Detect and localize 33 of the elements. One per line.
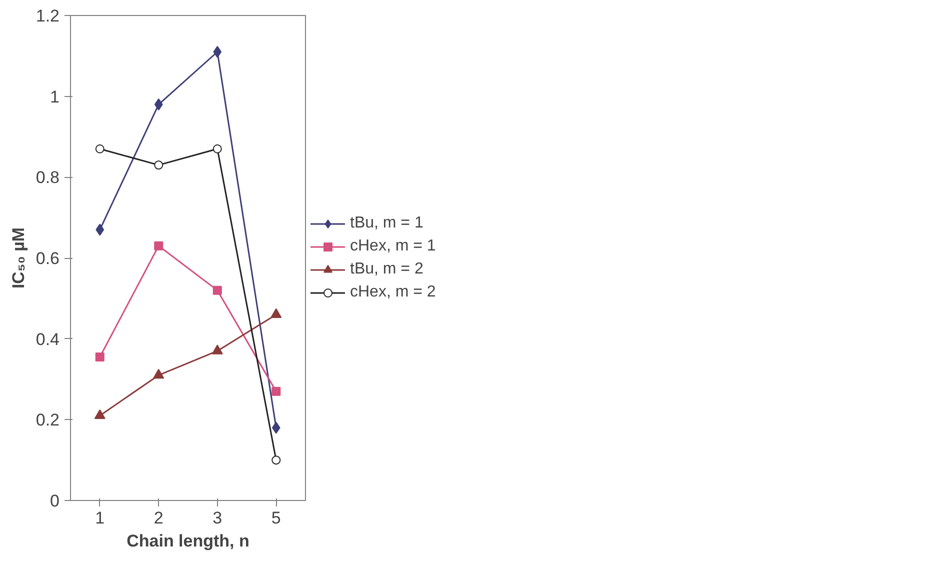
y-tick-label: 1.2 xyxy=(36,6,60,26)
point xyxy=(212,144,222,154)
point xyxy=(272,456,281,465)
point xyxy=(96,224,104,236)
point xyxy=(153,368,164,379)
x-tick-label: 2 xyxy=(154,508,164,528)
y-tick-label: 0.4 xyxy=(36,330,60,349)
point xyxy=(270,308,282,318)
legend-label: tBu, m = 2 xyxy=(350,260,424,278)
point xyxy=(94,409,106,420)
legend-label: cHex, m = 1 xyxy=(350,237,437,255)
point xyxy=(213,46,222,58)
x-tick-label: 3 xyxy=(212,508,222,528)
point xyxy=(95,144,104,154)
y-tick-label: 0.8 xyxy=(36,168,60,188)
y-tick-label: 0.2 xyxy=(36,410,60,430)
y-tick-label: 0.6 xyxy=(36,249,60,268)
legend-label: cHex, m = 2 xyxy=(350,283,437,301)
point xyxy=(95,352,104,362)
point xyxy=(212,286,222,295)
y-tick-label: 0 xyxy=(50,492,60,510)
point xyxy=(212,344,223,354)
x-tick-label: 5 xyxy=(271,508,281,528)
point xyxy=(272,386,281,396)
legend-label: tBu, m = 1 xyxy=(350,214,424,232)
point xyxy=(154,241,164,250)
x-axis-title: Chain length, n xyxy=(126,532,250,550)
point xyxy=(154,98,163,110)
y-tick-label: 1 xyxy=(50,87,60,106)
point xyxy=(154,160,164,170)
y-axis-title: IC₅₀ µM xyxy=(8,227,28,289)
point xyxy=(272,422,280,434)
x-tick-label: 1 xyxy=(95,508,105,528)
